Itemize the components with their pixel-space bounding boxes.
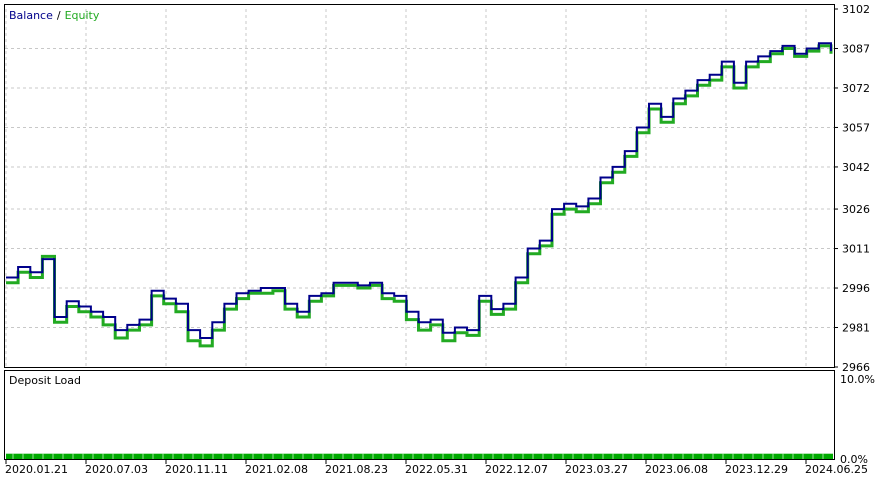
y-tick-label: 3042: [842, 161, 870, 174]
legend-separator: /: [57, 9, 61, 22]
x-tick-label: 2022.12.07: [485, 463, 548, 476]
deposit-load-max-label: 10.0%: [840, 373, 875, 386]
x-tick-label: 2021.02.08: [245, 463, 308, 476]
x-tick-label: 2023.06.08: [645, 463, 708, 476]
balance-chart-frame: [4, 4, 835, 368]
deposit-load-frame: [4, 370, 835, 460]
x-tick-label: 2024.06.25: [805, 463, 868, 476]
deposit-load-min-label: 0.0%: [840, 453, 868, 466]
y-tick-label: 2981: [842, 322, 870, 335]
series-lines: [6, 42, 833, 348]
x-tick-label: 2022.05.31: [405, 463, 468, 476]
y-axis-ticks: 3102 3087 3072 3057 3042 3026 3011 2996 2981 2966: [834, 3, 870, 374]
x-tick-label: 2020.01.21: [5, 463, 68, 476]
series-line-balance: [6, 42, 832, 339]
deposit-load-title: Deposit Load: [9, 374, 81, 387]
x-axis-ticks: 2020.01.21 2020.07.03 2020.11.11 2021.02.08…: [5, 460, 868, 476]
y-tick-label: 3057: [842, 121, 870, 134]
x-tick-label: 2021.08.23: [325, 463, 388, 476]
y-tick-label: 2996: [842, 282, 870, 295]
y-tick-label: 3087: [842, 42, 870, 55]
y-tick-label: 3026: [842, 203, 870, 216]
y-tick-label: 2966: [842, 361, 870, 374]
legend-equity: Equity: [65, 9, 100, 22]
y-tick-label: 3102: [842, 3, 870, 16]
legend: Balance / Equity: [9, 9, 100, 22]
x-tick-label: 2020.11.11: [165, 463, 228, 476]
legend-balance: Balance: [9, 9, 53, 22]
deposit-load-bar: [6, 453, 833, 459]
x-tick-label: 2023.12.29: [725, 463, 788, 476]
x-tick-label: 2023.03.27: [565, 463, 628, 476]
y-tick-label: 3011: [842, 243, 870, 256]
grid-lines: [5, 9, 834, 367]
deposit-load-bars: [6, 453, 833, 459]
y-tick-label: 3072: [842, 82, 870, 95]
x-tick-label: 2020.07.03: [85, 463, 148, 476]
